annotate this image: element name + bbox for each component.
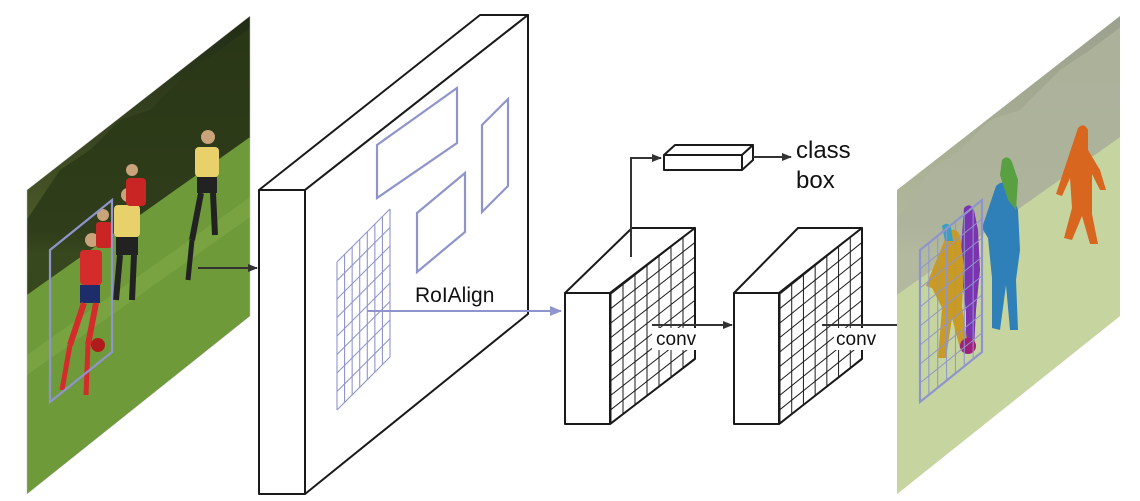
- mask-green: [1000, 157, 1018, 210]
- mask-blue: [982, 182, 1020, 330]
- mask-cyan: [942, 223, 953, 241]
- classbox-branch-line: [630, 154, 662, 257]
- conv2-label: conv: [836, 329, 877, 350]
- output-image: [897, 16, 1120, 494]
- roi-grid: [336, 208, 391, 411]
- roialign-label: RoIAlign: [415, 284, 494, 307]
- image-roi-box: [48, 197, 114, 405]
- roi-proposals: [375, 85, 510, 275]
- conv1-label: conv: [656, 329, 697, 350]
- player-figures: [59, 130, 219, 396]
- class-label: class: [796, 137, 851, 164]
- mask-purple: [960, 205, 980, 352]
- mask-orange: [1056, 125, 1106, 244]
- input-image: [27, 16, 250, 494]
- roi-proposal-3: [415, 170, 467, 275]
- backbone-feature-map: [258, 14, 529, 495]
- roi-proposal-1: [375, 85, 459, 201]
- box-label: box: [796, 167, 835, 194]
- roi-proposal-2: [480, 96, 510, 215]
- fc-layer: [663, 144, 754, 171]
- conv-block-2: [733, 227, 863, 425]
- instance-masks: [926, 125, 1106, 358]
